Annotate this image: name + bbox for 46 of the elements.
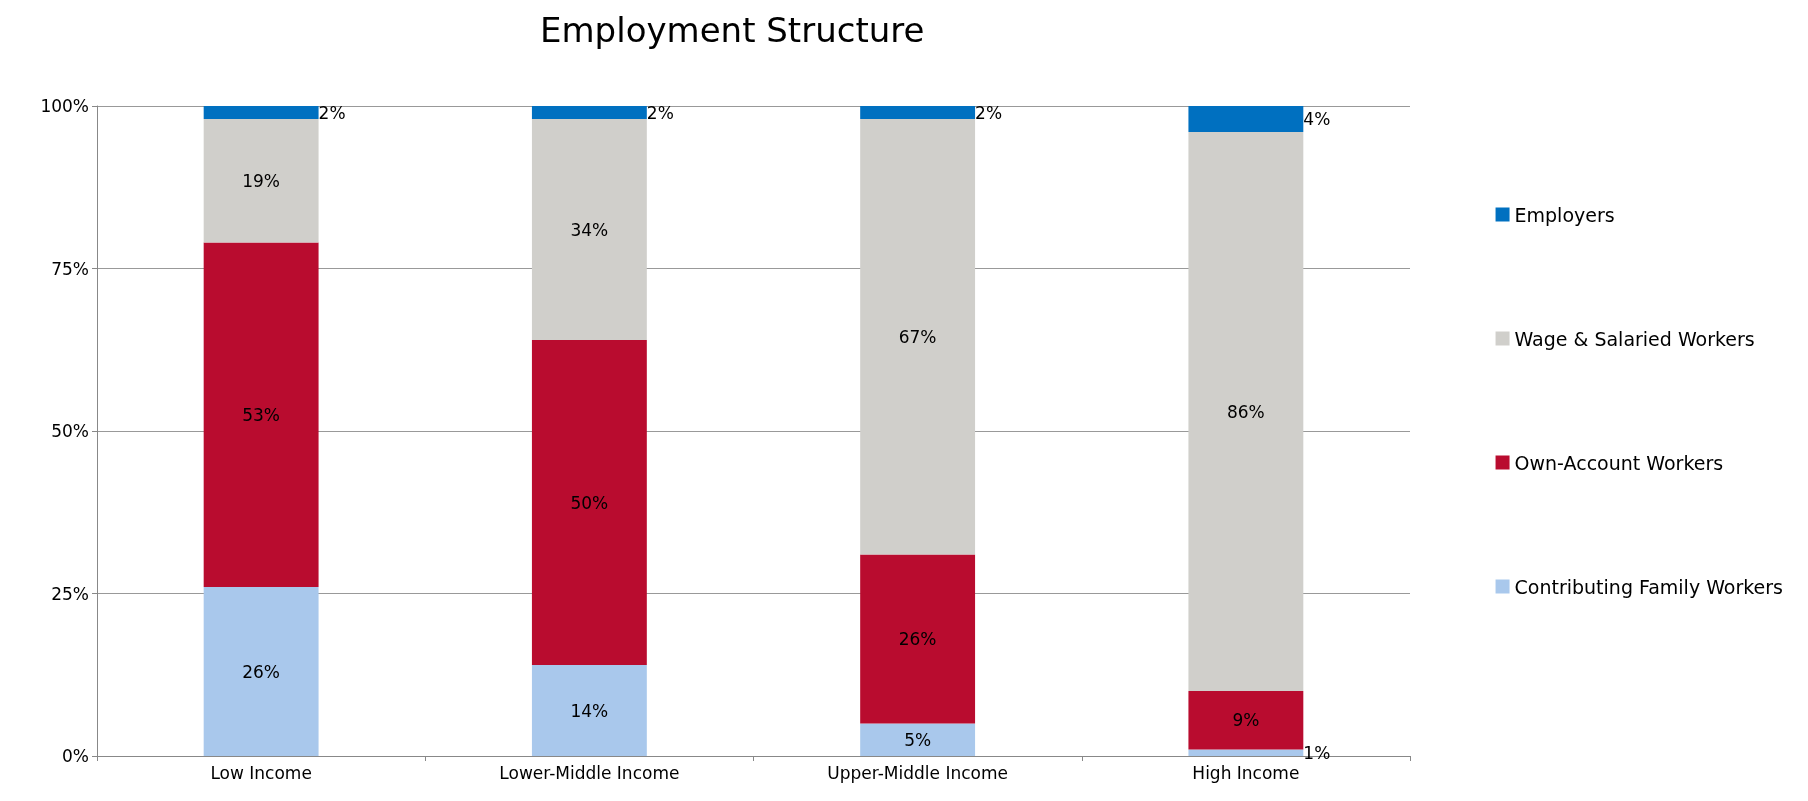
bar bbox=[203, 106, 319, 119]
bar bbox=[1188, 749, 1304, 756]
legend-label: Employers bbox=[1514, 203, 1615, 226]
data-label: 53% bbox=[242, 404, 281, 425]
data-label: 67% bbox=[898, 326, 937, 347]
y-tick-label: 0% bbox=[62, 746, 89, 766]
data-label: 19% bbox=[242, 170, 281, 191]
bar bbox=[203, 119, 319, 243]
bar bbox=[860, 119, 976, 555]
y-tick-label: 50% bbox=[51, 421, 89, 441]
y-tick-label: 100% bbox=[40, 96, 89, 116]
bar bbox=[203, 587, 319, 756]
data-label: 4% bbox=[1303, 109, 1331, 129]
x-tick-label: Lower-Middle Income bbox=[499, 762, 680, 783]
data-label: 50% bbox=[570, 492, 609, 513]
data-label: 2% bbox=[975, 102, 1003, 123]
bar bbox=[1188, 132, 1304, 691]
bar bbox=[1188, 691, 1304, 750]
bar bbox=[531, 106, 647, 119]
bar bbox=[1188, 106, 1304, 132]
bar bbox=[203, 242, 319, 587]
y-tick-label: 25% bbox=[51, 583, 89, 604]
x-tick-label: High Income bbox=[1192, 762, 1300, 783]
data-label: 86% bbox=[1226, 401, 1265, 422]
chart-title: Employment Structure bbox=[540, 10, 925, 50]
bar bbox=[531, 119, 647, 340]
data-label: 26% bbox=[242, 661, 281, 682]
data-label: 34% bbox=[570, 219, 609, 240]
x-tick-label: Upper-Middle Income bbox=[827, 762, 1008, 783]
data-label: 1% bbox=[1303, 742, 1331, 763]
data-label: 26% bbox=[898, 629, 937, 649]
legend-label: Own-Account Workers bbox=[1514, 451, 1724, 474]
x-tick-label: Low Income bbox=[210, 762, 312, 783]
bar bbox=[531, 340, 647, 665]
data-label: 9% bbox=[1232, 710, 1260, 731]
legend-label: Contributing Family Workers bbox=[1514, 575, 1784, 598]
bar bbox=[860, 106, 976, 119]
bar bbox=[860, 554, 976, 724]
bar bbox=[860, 723, 976, 756]
y-tick-label: 75% bbox=[51, 258, 89, 279]
legend-label: Wage & Salaried Workers bbox=[1514, 327, 1755, 350]
bar bbox=[531, 665, 647, 756]
data-label: 2% bbox=[646, 102, 674, 123]
data-label: 5% bbox=[904, 729, 932, 750]
data-label: 14% bbox=[570, 700, 609, 721]
data-label: 2% bbox=[318, 102, 346, 123]
